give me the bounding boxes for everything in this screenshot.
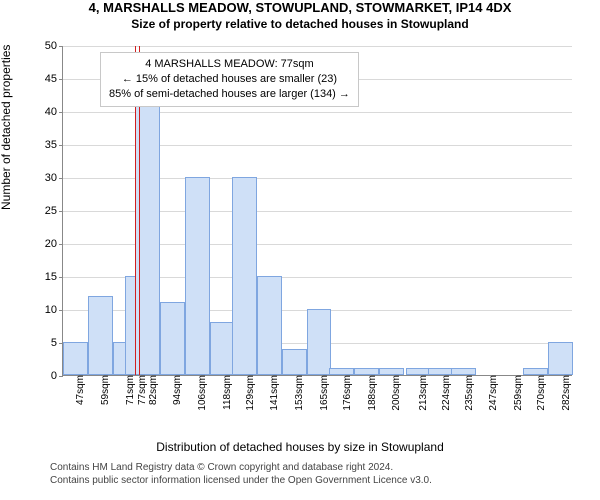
histogram-bar: [232, 177, 257, 375]
y-tick: 15: [45, 271, 63, 283]
page-title: 4, MARSHALLS MEADOW, STOWUPLAND, STOWMAR…: [0, 0, 600, 15]
histogram-bar: [63, 342, 88, 375]
y-tick: 45: [45, 73, 63, 85]
histogram-bar: [406, 368, 431, 375]
info-line: 85% of semi-detached houses are larger (…: [109, 87, 350, 102]
page-subtitle: Size of property relative to detached ho…: [0, 17, 600, 31]
x-axis-label: Distribution of detached houses by size …: [0, 440, 600, 454]
histogram-bar: [307, 309, 332, 375]
y-tick: 25: [45, 205, 63, 217]
footer: Contains HM Land Registry data © Crown c…: [50, 462, 432, 487]
y-tick: 10: [45, 304, 63, 316]
x-tick: 188sqm: [365, 375, 378, 411]
x-tick: 153sqm: [292, 375, 305, 411]
info-line: ← 15% of detached houses are smaller (23…: [109, 72, 350, 87]
x-tick: 165sqm: [317, 375, 330, 411]
x-tick: 270sqm: [534, 375, 547, 411]
y-tick: 35: [45, 139, 63, 151]
x-tick: 59sqm: [98, 375, 111, 405]
histogram-bar: [257, 276, 282, 375]
x-tick: 282sqm: [559, 375, 572, 411]
y-tick: 30: [45, 172, 63, 184]
histogram-chart: 0510152025303540455047sqm59sqm71sqm77sqm…: [62, 46, 572, 376]
x-tick: 71sqm: [123, 375, 136, 405]
footer-line: Contains HM Land Registry data © Crown c…: [50, 462, 432, 475]
x-tick: 118sqm: [220, 375, 233, 410]
y-tick: 5: [51, 337, 63, 349]
x-tick: 235sqm: [462, 375, 475, 411]
x-tick: 200sqm: [389, 375, 402, 411]
histogram-bar: [523, 368, 548, 375]
x-tick: 94sqm: [170, 375, 183, 405]
footer-line: Contains public sector information licen…: [50, 475, 432, 488]
histogram-bar: [210, 322, 235, 375]
y-tick: 0: [51, 370, 63, 382]
histogram-bar: [88, 296, 113, 375]
histogram-bar: [185, 177, 210, 375]
x-tick: 259sqm: [511, 375, 524, 411]
x-tick: 47sqm: [73, 375, 86, 405]
x-tick: 82sqm: [146, 375, 159, 405]
y-axis-label: Number of detached properties: [0, 45, 13, 210]
info-box: 4 MARSHALLS MEADOW: 77sqm ← 15% of detac…: [100, 52, 359, 107]
histogram-bar: [282, 349, 307, 375]
histogram-bar: [548, 342, 573, 375]
x-tick: 213sqm: [416, 375, 429, 411]
histogram-bar: [354, 368, 379, 375]
y-tick: 50: [45, 40, 63, 52]
x-tick: 224sqm: [439, 375, 452, 411]
histogram-bar: [329, 368, 354, 375]
x-tick: 141sqm: [267, 375, 280, 411]
histogram-bar: [451, 368, 476, 375]
x-tick: 176sqm: [340, 375, 353, 411]
info-line: 4 MARSHALLS MEADOW: 77sqm: [109, 57, 350, 72]
histogram-bar: [379, 368, 404, 375]
histogram-bar: [160, 302, 185, 375]
x-tick: 247sqm: [486, 375, 499, 411]
y-tick: 40: [45, 106, 63, 118]
x-tick: 129sqm: [243, 375, 256, 411]
histogram-bar: [428, 368, 453, 375]
y-tick: 20: [45, 238, 63, 250]
x-tick: 106sqm: [195, 375, 208, 411]
